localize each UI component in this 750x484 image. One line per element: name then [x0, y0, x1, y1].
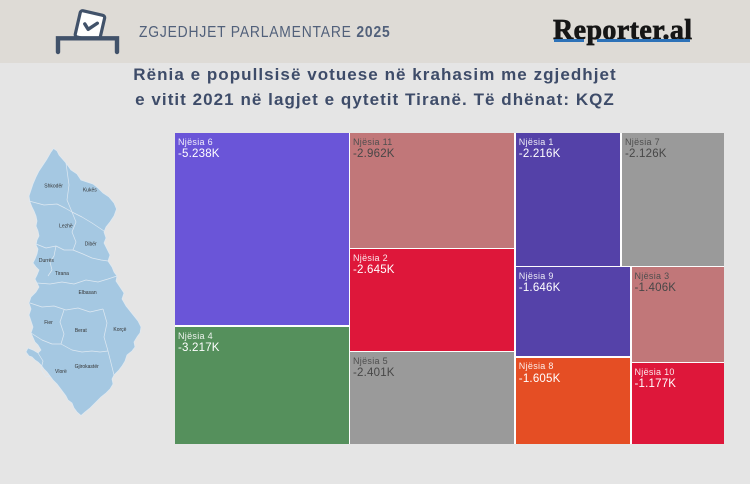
- svg-text:Gjirokastër: Gjirokastër: [75, 364, 100, 370]
- svg-text:Vlorë: Vlorë: [55, 369, 67, 375]
- svg-text:Shkodër: Shkodër: [44, 183, 63, 189]
- svg-text:Kukës: Kukës: [83, 188, 97, 194]
- svg-text:Berat: Berat: [75, 328, 88, 334]
- svg-text:Tirana: Tirana: [55, 271, 69, 277]
- svg-text:Korçë: Korçë: [113, 327, 126, 333]
- svg-text:Elbasan: Elbasan: [79, 290, 97, 296]
- svg-text:Fier: Fier: [44, 320, 53, 326]
- svg-text:Lezhë: Lezhë: [59, 223, 73, 229]
- svg-text:Dibër: Dibër: [85, 242, 97, 248]
- svg-text:Durrës: Durrës: [39, 258, 55, 264]
